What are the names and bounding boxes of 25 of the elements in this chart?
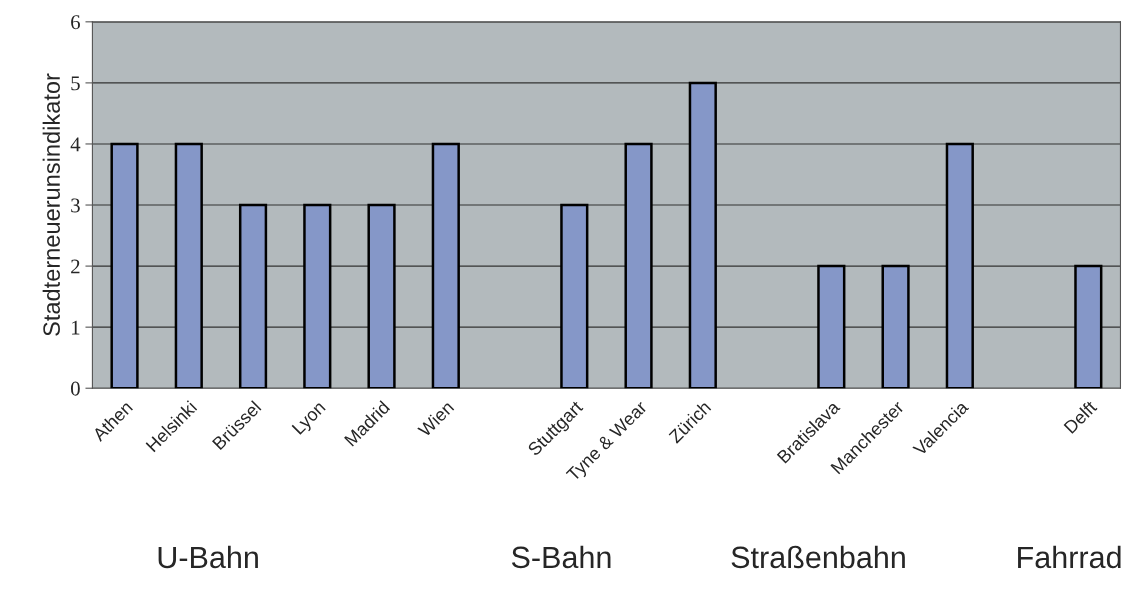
bar — [110, 142, 139, 389]
bar — [624, 142, 653, 389]
bar — [431, 142, 460, 389]
bar — [881, 264, 910, 389]
bar — [817, 264, 846, 389]
y-tick-label: 2 — [71, 259, 80, 274]
y-axis-title: Stadterneuerunsindikator — [42, 73, 60, 336]
y-tick-label: 4 — [70, 137, 81, 152]
bar — [367, 203, 396, 389]
text: U-Bahn — [158, 545, 258, 569]
bar — [303, 203, 332, 389]
bar — [945, 142, 974, 389]
y-tick-label: 5 — [71, 76, 80, 91]
text: S-Bahn — [511, 545, 611, 569]
y-tick-label: 1 — [72, 320, 80, 335]
bar — [238, 203, 268, 389]
y-tick-label: 0 — [70, 381, 80, 396]
bar — [174, 142, 203, 389]
text: Straßenbahn — [731, 545, 905, 569]
bar — [1074, 264, 1103, 389]
y-tick-label: 6 — [71, 15, 80, 30]
y-tick-label: 3 — [71, 198, 80, 213]
text: Fahrrad — [1018, 545, 1121, 569]
bar — [560, 203, 589, 389]
bar — [688, 81, 717, 389]
